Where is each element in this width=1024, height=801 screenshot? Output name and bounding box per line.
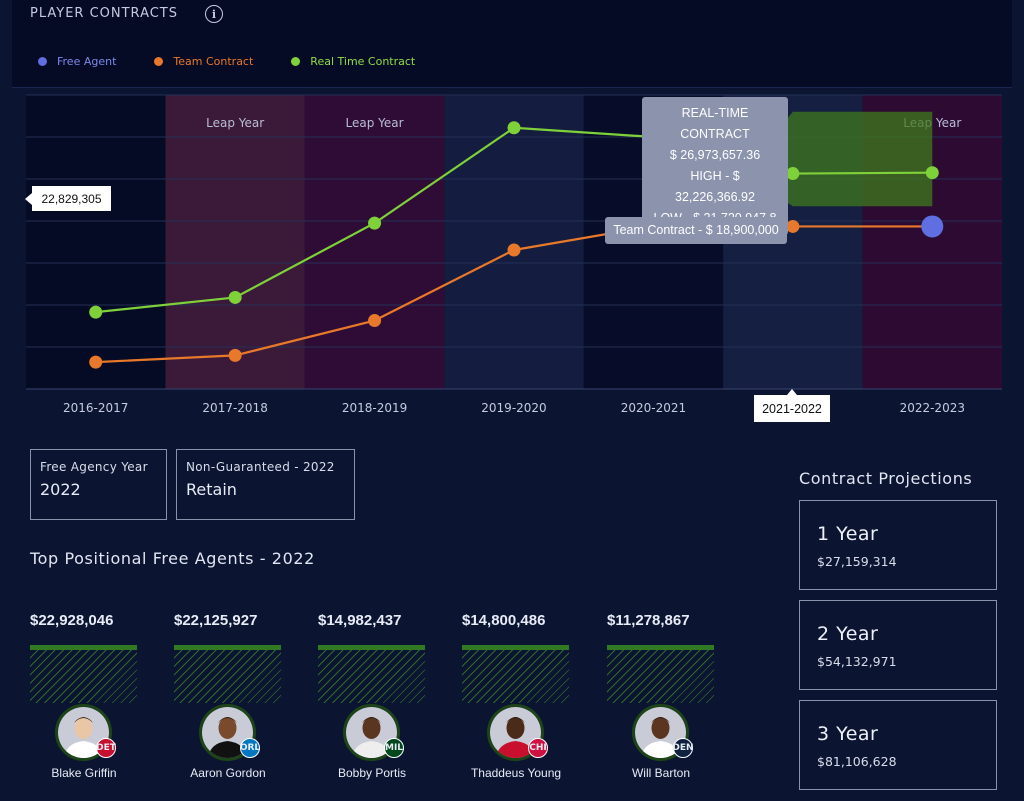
y-value-tag: 22,829,305 (25, 186, 111, 211)
contract-chart: 2016-2017 Leap Year 2017-2018 Leap Year 2018… (26, 94, 1002, 415)
non-guaranteed-label: Non-Guaranteed - 2022 (186, 460, 335, 474)
free-agent-card[interactable]: $22,928,046 DET Blake Griffin (30, 612, 138, 780)
projection-years: 3 Year (817, 723, 879, 745)
non-guaranteed-value: Retain (186, 480, 237, 499)
agent-name: Will Barton (631, 766, 690, 780)
projection-years: 2 Year (817, 623, 879, 645)
tooltip-high: HIGH - $ 32,226,366.92 (675, 169, 755, 204)
tooltip-title: REAL-TIME CONTRACT (680, 106, 750, 141)
real-time-contract-dot-icon (291, 57, 301, 66)
info-icon[interactable]: i (205, 5, 223, 23)
data-point (786, 219, 800, 233)
data-point (228, 290, 242, 304)
free-agent-card[interactable]: $11,278,867 DEN Will Barton (607, 612, 715, 780)
salary-bar (318, 645, 425, 703)
agent-salary: $22,928,046 (30, 612, 114, 629)
team-logo-icon: ORL (240, 738, 260, 758)
team-logo-icon: CHI (528, 738, 548, 758)
agent-name: Thaddeus Young (470, 766, 562, 780)
team-logo-icon: DEN (672, 738, 694, 758)
non-guaranteed-box: Non-Guaranteed - 2022 Retain (176, 449, 355, 520)
data-point (368, 314, 382, 328)
free-agent-dot-icon (38, 57, 47, 66)
agent-name: Bobby Portis (337, 766, 407, 780)
projection-amount: $54,132,971 (817, 654, 897, 669)
data-point (89, 305, 103, 319)
legend-label: Free Agent (57, 55, 117, 68)
free-agency-year-label: Free Agency Year (40, 460, 148, 474)
x-tick-label: 2022-2023 (900, 401, 965, 415)
projection-amount: $81,106,628 (817, 754, 897, 769)
player-contracts-header: PLAYER CONTRACTS i Free Agent Team Contr… (12, 0, 1012, 88)
data-point (228, 348, 242, 362)
tooltip-value: $ 26,973,657.36 (669, 148, 761, 162)
projection-years: 1 Year (817, 523, 879, 545)
agent-salary: $14,800,486 (462, 612, 546, 629)
legend-item-real-time-contract[interactable]: Real Time Contract (291, 55, 415, 68)
salary-bar (174, 645, 281, 703)
avatar (487, 704, 544, 761)
agent-salary: $22,125,927 (174, 612, 258, 629)
year-column-band (165, 95, 305, 389)
legend-item-free-agent[interactable]: Free Agent (38, 55, 116, 68)
free-agency-year-box: Free Agency Year 2022 (30, 449, 167, 520)
data-point (507, 243, 521, 257)
x-tick-label: 2019-2020 (481, 401, 546, 415)
free-agent-point (921, 215, 944, 238)
agent-name: Blake Griffin (51, 766, 117, 780)
x-tick-label: 2018-2019 (342, 401, 407, 415)
realtime-contract-tooltip: REAL-TIME CONTRACT $ 26,973,657.36 HIGH … (642, 97, 788, 235)
tooltip-team-contract: Team Contract - $ 18,900,000 (613, 223, 779, 237)
free-agent-card[interactable]: $14,800,486 CHI Thaddeus Young (462, 612, 570, 780)
leap-year-label: Leap Year (346, 116, 404, 130)
data-point (368, 216, 382, 230)
legend-label: Real Time Contract (310, 55, 416, 68)
agent-salary: $14,982,437 (318, 612, 402, 629)
x-tick-label: 2017-2018 (202, 401, 267, 415)
team-logo-icon: MIL (384, 738, 404, 758)
projection-amount: $27,159,314 (817, 554, 897, 569)
data-point (925, 166, 939, 180)
projection-1-year[interactable]: 1 Year $27,159,314 (799, 500, 997, 590)
free-agency-year-value: 2022 (40, 480, 81, 499)
free-agent-card[interactable]: $22,125,927 ORL Aaron Gordon (174, 612, 282, 780)
projection-3-year[interactable]: 3 Year $81,106,628 (799, 700, 997, 790)
selected-year-label[interactable]: 2021-2022 (754, 389, 830, 422)
leap-year-label: Leap Year (206, 116, 264, 130)
contract-projections-title: Contract Projections (799, 469, 973, 488)
agent-salary: $11,278,867 (607, 612, 690, 629)
data-point (786, 167, 800, 181)
team-contract-tooltip: Team Contract - $ 18,900,000 (605, 217, 787, 244)
year-column-band (26, 95, 166, 389)
projection-2-year[interactable]: 2 Year $54,132,971 (799, 600, 997, 690)
page-title: PLAYER CONTRACTS (30, 6, 178, 21)
x-tick-label: 2016-2017 (63, 401, 128, 415)
avatar (55, 704, 112, 761)
team-logo-icon: DET (96, 738, 116, 758)
agent-name: Aaron Gordon (190, 766, 266, 780)
legend-item-team-contract[interactable]: Team Contract (154, 55, 253, 68)
x-tick-label: 2020-2021 (621, 401, 686, 415)
contract-range-band (742, 111, 933, 207)
team-contract-dot-icon (154, 57, 164, 66)
free-agent-card[interactable]: $14,982,437 MIL Bobby Portis (318, 612, 426, 780)
legend-label: Team Contract (173, 55, 254, 68)
salary-bar (462, 645, 569, 703)
data-point (507, 121, 521, 135)
chart-legend: Free Agent Team Contract Real Time Contr… (38, 55, 453, 68)
year-column-band (304, 95, 445, 389)
data-point (89, 355, 103, 369)
top-agents-title: Top Positional Free Agents - 2022 (30, 549, 315, 568)
salary-bar (607, 645, 714, 703)
salary-bar (30, 645, 137, 703)
